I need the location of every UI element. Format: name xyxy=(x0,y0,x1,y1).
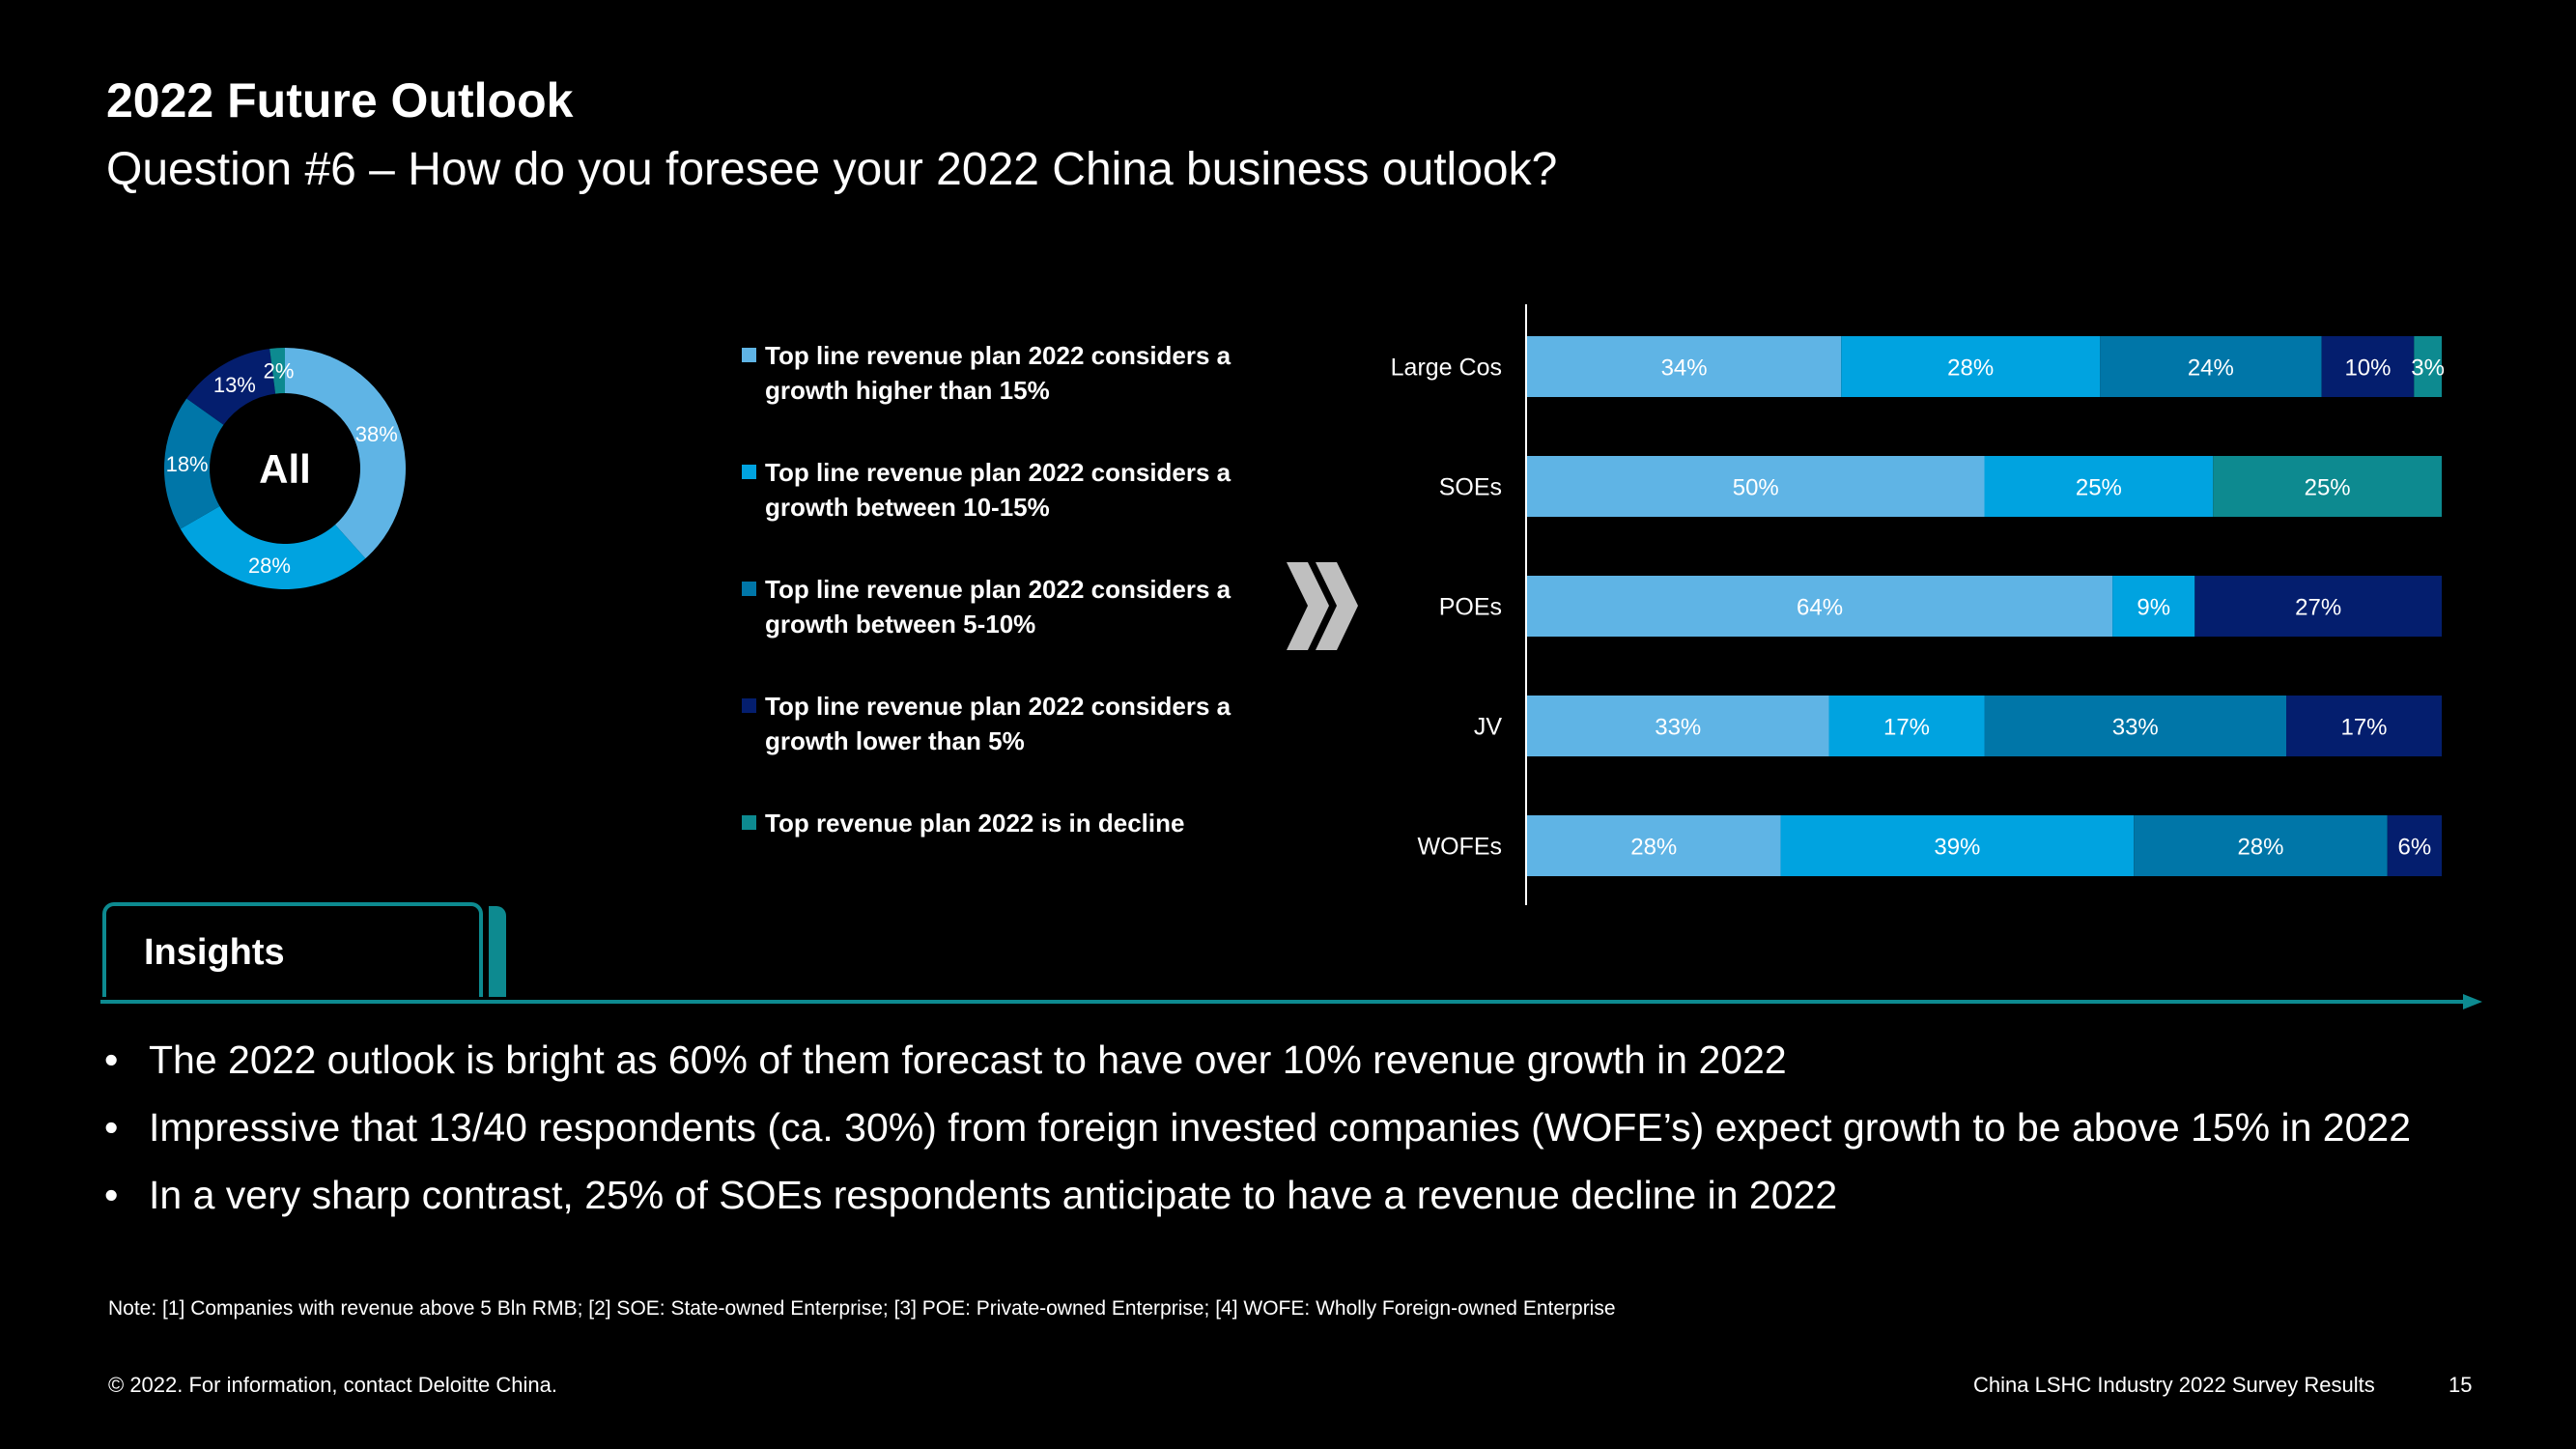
donut-center-label: All xyxy=(259,446,311,492)
donut-slice xyxy=(285,348,407,559)
bar-value-label: 28% xyxy=(2237,835,2283,861)
bar-value-label: 34% xyxy=(1661,355,1708,382)
donut-chart: 38% 28% 18% 13% 2% All xyxy=(164,348,407,589)
bar-segment xyxy=(2194,576,2442,637)
bar-segment xyxy=(1780,815,2135,876)
donut-slice xyxy=(180,506,366,589)
bar-value-label: 6% xyxy=(2398,835,2432,861)
bullet-icon: • xyxy=(104,1037,119,1082)
bar-segment xyxy=(2213,456,2442,517)
insights-tab xyxy=(102,902,483,997)
bar-value-label: 25% xyxy=(2076,475,2122,501)
stacked-bar-chart: Large Cos 34% 28% 24% 10% 3% SOEs 50% 25% 25% POEs… xyxy=(1391,304,2445,905)
donut-slice-label: 13% xyxy=(213,373,256,397)
bar-segment xyxy=(2286,696,2442,756)
bar-segment xyxy=(1527,456,1985,517)
bar-segment xyxy=(1984,456,2214,517)
bar-segment xyxy=(1984,696,2287,756)
bar-segment xyxy=(1527,576,2113,637)
legend-swatch xyxy=(742,815,756,830)
bar-value-label: 33% xyxy=(2112,715,2159,741)
donut-slice-label: 38% xyxy=(355,422,398,446)
double-chevron-icon xyxy=(1287,562,1358,650)
legend-label: Top revenue plan 2022 is in decline xyxy=(765,809,1185,838)
legend-label: Top line revenue plan 2022 considers a g… xyxy=(765,692,1231,755)
bar-value-label: 17% xyxy=(1883,715,1930,741)
footer-report-name: China LSHC Industry 2022 Survey Results xyxy=(1973,1373,2375,1397)
bar-segment xyxy=(1527,815,1781,876)
bar-value-label: 28% xyxy=(1630,835,1677,861)
insights-list: • The 2022 outlook is bright as 60% of t… xyxy=(104,1026,2500,1229)
legend-item: Top line revenue plan 2022 considers a g… xyxy=(742,455,1283,572)
bar-segment xyxy=(2134,815,2388,876)
insight-text: In a very sharp contrast, 25% of SOEs re… xyxy=(149,1173,1838,1217)
page-number: 15 xyxy=(2449,1373,2473,1397)
donut-slice-label: 2% xyxy=(264,359,295,384)
insights-tab-accent xyxy=(489,906,506,997)
donut-slice-label: 28% xyxy=(248,554,291,578)
category-label: WOFEs xyxy=(1418,834,1503,861)
bar-segment xyxy=(2321,336,2415,397)
bullet-icon: • xyxy=(104,1105,119,1150)
donut-slice xyxy=(269,348,285,394)
category-label: JV xyxy=(1474,714,1503,741)
donut-slice xyxy=(164,398,224,529)
bar-segment xyxy=(2414,336,2442,397)
footer-copyright: © 2022. For information, contact Deloitt… xyxy=(108,1373,557,1397)
insights-heading: Insights xyxy=(144,932,285,973)
footnote: Note: [1] Companies with revenue above 5… xyxy=(108,1297,1616,1320)
bar-value-label: 28% xyxy=(1947,355,1994,382)
bar-value-label: 24% xyxy=(2188,355,2234,382)
page-title: 2022 Future Outlook xyxy=(106,73,574,128)
bullet-icon: • xyxy=(104,1173,119,1217)
legend-item: Top revenue plan 2022 is in decline xyxy=(742,806,1283,923)
page-subtitle: Question #6 – How do you foresee your 20… xyxy=(106,144,1558,195)
bar-segment xyxy=(2100,336,2322,397)
legend-item: Top line revenue plan 2022 considers a g… xyxy=(742,689,1283,806)
bar-value-label: 27% xyxy=(2295,595,2341,621)
insight-item: • Impressive that 13/40 respondents (ca.… xyxy=(104,1094,2500,1161)
legend-swatch xyxy=(742,465,756,479)
category-label: SOEs xyxy=(1439,474,1502,501)
donut-slice xyxy=(186,349,276,425)
bar-segment xyxy=(2112,576,2195,637)
bar-value-label: 33% xyxy=(1655,715,1701,741)
legend-label: Top line revenue plan 2022 considers a g… xyxy=(765,341,1231,405)
insight-item: • In a very sharp contrast, 25% of SOEs … xyxy=(104,1161,2500,1229)
legend-label: Top line revenue plan 2022 considers a g… xyxy=(765,458,1231,522)
bar-value-label: 25% xyxy=(2305,475,2351,501)
insight-text: The 2022 outlook is bright as 60% of the… xyxy=(149,1037,1787,1082)
bar-value-label: 9% xyxy=(2137,595,2170,621)
category-label: POEs xyxy=(1439,594,1502,621)
legend-swatch xyxy=(742,698,756,713)
category-label: Large Cos xyxy=(1391,355,1502,382)
insight-item: • The 2022 outlook is bright as 60% of t… xyxy=(104,1026,2500,1094)
bar-value-label: 17% xyxy=(2340,715,2387,741)
bar-value-label: 50% xyxy=(1733,475,1779,501)
legend-swatch xyxy=(742,348,756,362)
bar-segment xyxy=(1828,696,1985,756)
chart-legend: Top line revenue plan 2022 considers a g… xyxy=(742,338,1283,923)
legend-item: Top line revenue plan 2022 considers a g… xyxy=(742,338,1283,455)
insight-text: Impressive that 13/40 respondents (ca. 3… xyxy=(149,1105,2412,1150)
legend-label: Top line revenue plan 2022 considers a g… xyxy=(765,575,1231,639)
bar-value-label: 39% xyxy=(1934,835,1980,861)
arrow-right-icon xyxy=(100,994,2482,1009)
bar-value-label: 3% xyxy=(2411,355,2445,382)
legend-swatch xyxy=(742,582,756,596)
bar-segment xyxy=(1841,336,2101,397)
bar-segment xyxy=(1527,696,1829,756)
bar-segment xyxy=(1527,336,1842,397)
bar-value-label: 10% xyxy=(2344,355,2391,382)
legend-item: Top line revenue plan 2022 considers a g… xyxy=(742,572,1283,689)
donut-slice-label: 18% xyxy=(166,452,209,476)
bar-segment xyxy=(2387,815,2442,876)
bar-value-label: 64% xyxy=(1797,595,1843,621)
